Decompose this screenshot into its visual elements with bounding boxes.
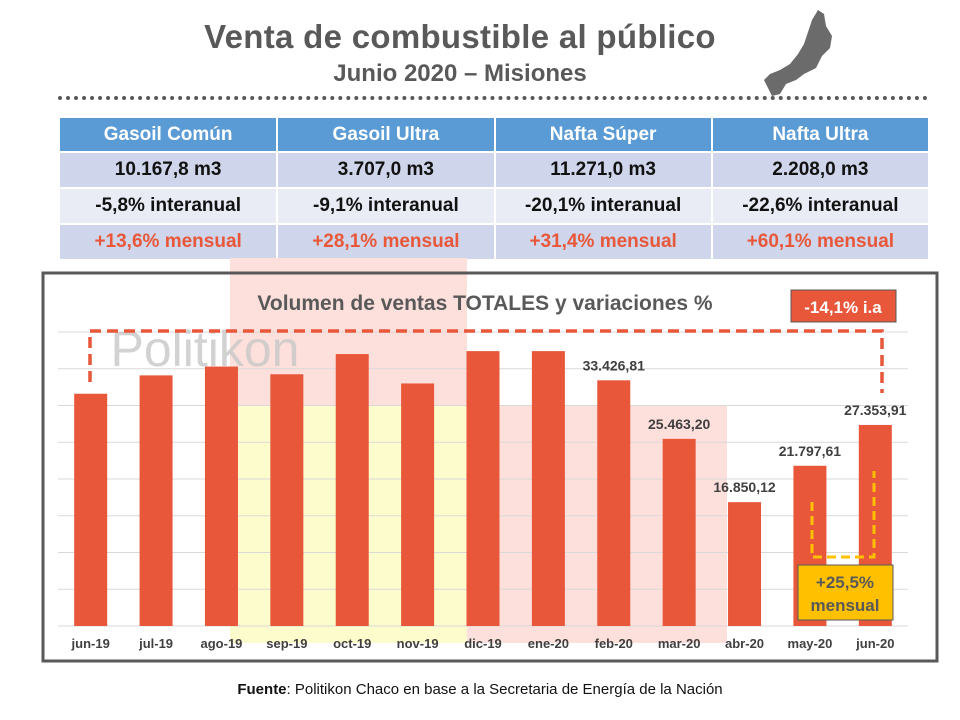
volume-cell: 10.167,8 m3	[60, 152, 279, 189]
bar	[335, 354, 369, 626]
bar	[597, 380, 631, 626]
data-label: 27.353,91	[844, 402, 906, 418]
sales-chart: Politikon Volumen de ventas TOTALES y va…	[41, 258, 939, 663]
interannual-badge-text: -14,1% i.a	[804, 298, 882, 317]
col-gasoil-ultra: Gasoil Ultra	[277, 118, 496, 153]
x-tick-label: oct-19	[333, 636, 371, 651]
bar	[466, 351, 500, 626]
data-label: 21.797,61	[779, 443, 841, 459]
col-nafta-super: Nafta Súper	[494, 118, 713, 153]
monthly-badge	[797, 564, 894, 621]
bar	[270, 374, 304, 626]
page-subtitle: Junio 2020 – Misiones	[333, 60, 587, 87]
interannual-cell: -9,1% interanual	[277, 188, 496, 225]
monthly-row: +13,6% mensual +28,1% mensual +31,4% men…	[60, 224, 931, 261]
divider	[58, 96, 928, 100]
bar	[139, 375, 173, 626]
interannual-cell: -20,1% interanual	[494, 188, 713, 225]
x-tick-label: jul-19	[138, 636, 173, 651]
bar	[728, 502, 762, 626]
data-label: 25.463,20	[648, 416, 710, 432]
x-tick-label: sep-19	[266, 636, 307, 651]
interannual-cell: -22,6% interanual	[711, 188, 931, 225]
bar	[662, 438, 696, 626]
misiones-map-icon	[764, 10, 832, 96]
fuel-summary-table: Gasoil Común Gasoil Ultra Nafta Súper Na…	[60, 118, 931, 261]
volume-cell: 3.707,0 m3	[277, 152, 496, 189]
interannual-cell: -5,8% interanual	[60, 188, 279, 225]
interannual-row: -5,8% interanual -9,1% interanual -20,1%…	[60, 188, 931, 225]
monthly-cell: +31,4% mensual	[494, 224, 713, 261]
volume-cell: 2.208,0 m3	[711, 152, 931, 189]
source-label: Fuente	[237, 681, 287, 698]
monthly-cell: +13,6% mensual	[60, 224, 279, 261]
x-tick-label: jun-19	[71, 636, 110, 651]
monthly-badge-text-1: +25,5%	[816, 573, 874, 592]
x-tick-label: jun-20	[855, 636, 894, 651]
x-tick-label: may-20	[788, 636, 833, 651]
chart-frame	[41, 271, 939, 663]
x-tick-label: ago-19	[201, 636, 243, 651]
bar	[401, 383, 435, 626]
x-tick-label: dic-19	[464, 636, 502, 651]
chart-title: Volumen de ventas TOTALES y variaciones …	[257, 292, 712, 315]
x-tick-label: abr-20	[725, 636, 764, 651]
volume-row: 10.167,8 m3 3.707,0 m3 11.271,0 m3 2.208…	[60, 152, 931, 189]
col-gasoil-comun: Gasoil Común	[60, 118, 279, 153]
bar	[204, 366, 238, 626]
bar	[74, 393, 108, 626]
volume-cell: 11.271,0 m3	[494, 152, 713, 189]
page-title: Venta de combustible al público	[204, 18, 716, 55]
x-tick-label: mar-20	[658, 636, 701, 651]
monthly-badge-text-2: mensual	[811, 596, 880, 615]
monthly-bracket	[810, 471, 876, 559]
col-nafta-ultra: Nafta Ultra	[711, 118, 931, 153]
monthly-cell: +60,1% mensual	[711, 224, 931, 261]
source-text: : Politikon Chaco en base a la Secretari…	[286, 681, 723, 698]
monthly-cell: +28,1% mensual	[277, 224, 496, 261]
interannual-bracket	[88, 329, 884, 393]
source-note: Fuente: Politikon Chaco en base a la Sec…	[0, 681, 960, 698]
x-tick-label: ene-20	[528, 636, 569, 651]
data-label: 16.850,12	[713, 479, 775, 495]
data-label: 33.426,81	[583, 357, 645, 373]
bar	[531, 351, 565, 626]
x-tick-label: feb-20	[595, 636, 633, 651]
x-tick-label: nov-19	[397, 636, 439, 651]
interannual-badge	[790, 289, 897, 323]
